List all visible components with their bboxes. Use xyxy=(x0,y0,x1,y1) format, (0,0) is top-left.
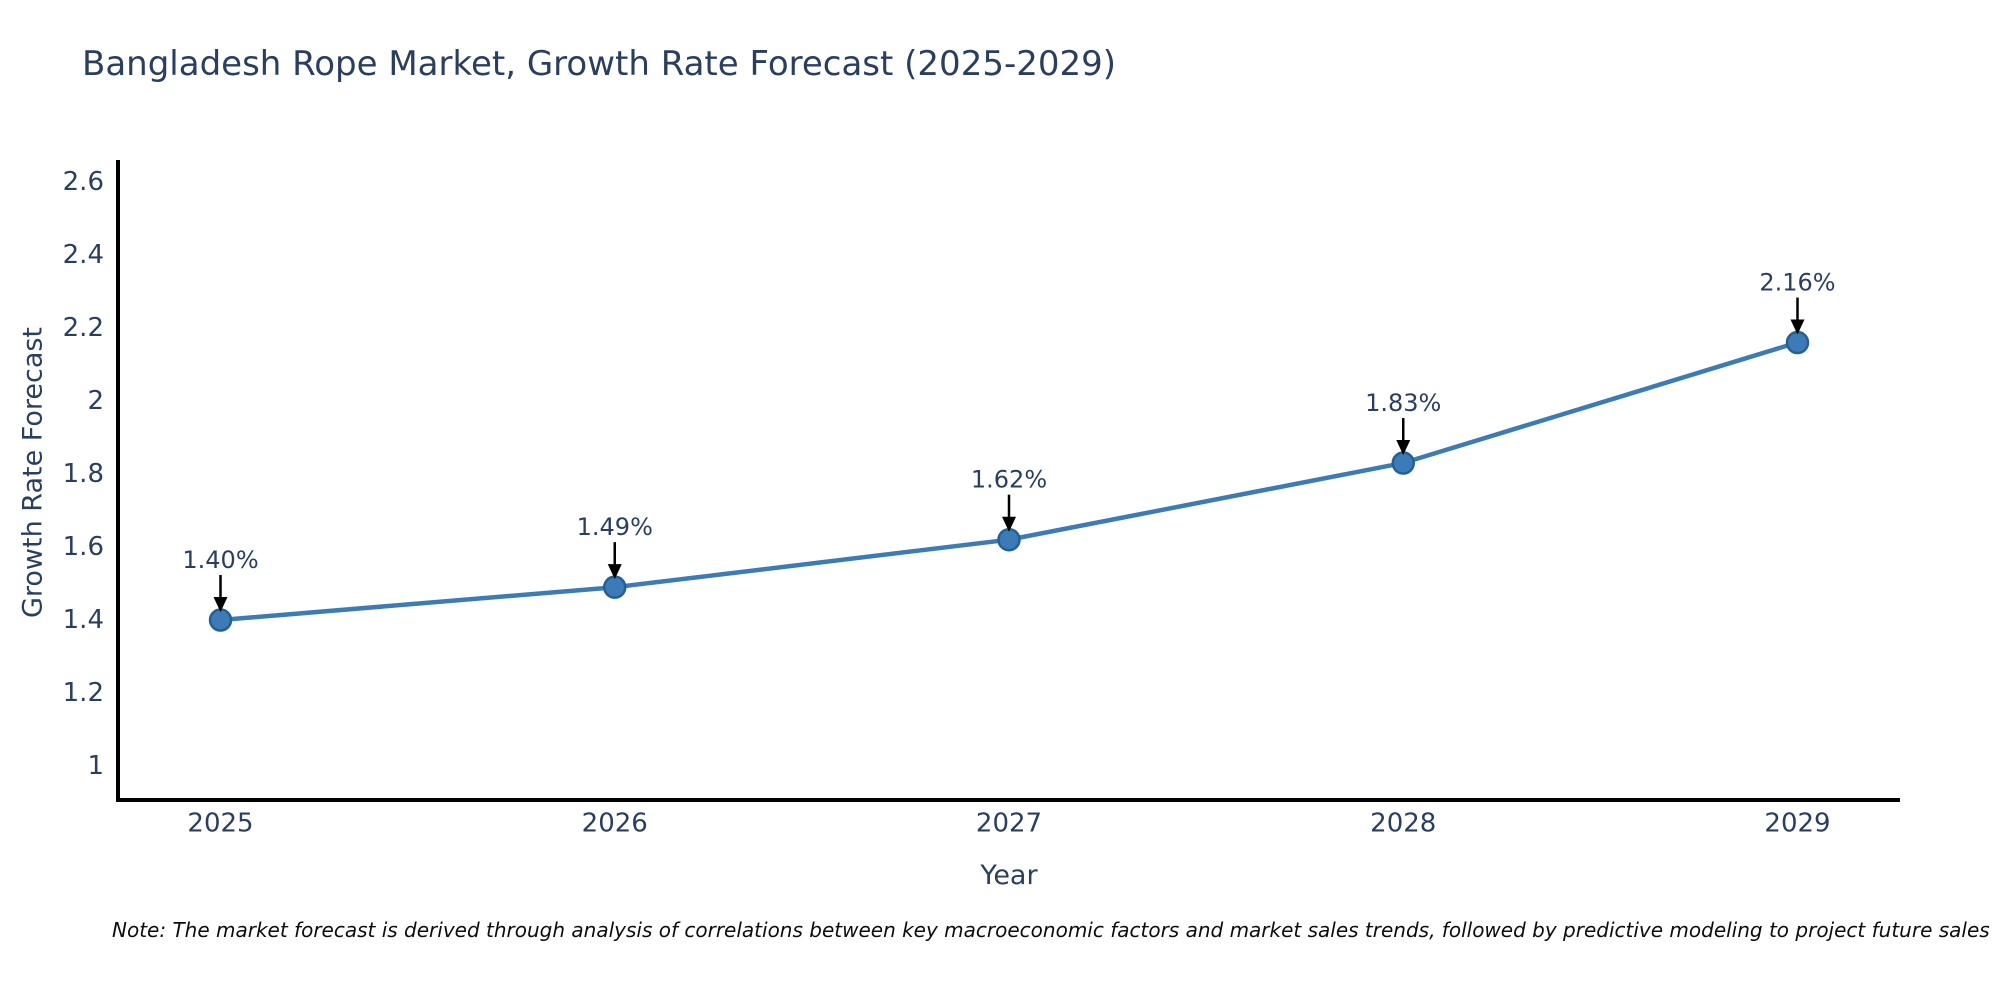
y-tick-label: 1 xyxy=(87,751,104,781)
x-tick-label: 2026 xyxy=(582,808,648,838)
data-point-marker[interactable] xyxy=(603,575,627,599)
annotation-arrow-head xyxy=(1396,440,1411,456)
x-tick-label: 2029 xyxy=(1764,808,1830,838)
y-tick-label: 1.8 xyxy=(63,459,104,489)
footnote: Note: The market forecast is derived thr… xyxy=(112,918,1990,942)
data-point-marker[interactable] xyxy=(208,608,233,632)
annotation-label: 1.83% xyxy=(1365,389,1441,417)
x-tick-label: 2025 xyxy=(187,808,253,838)
annotation-arrow-head xyxy=(607,564,622,580)
annotation-arrow-head xyxy=(213,597,228,613)
x-axis-title: Year xyxy=(980,860,1038,891)
y-tick-label: 2.4 xyxy=(63,240,104,270)
annotation-label: 1.49% xyxy=(577,513,653,541)
y-tick-label: 1.2 xyxy=(63,678,104,708)
y-tick-label: 2.6 xyxy=(63,167,104,197)
data-point-marker[interactable] xyxy=(1785,330,1810,355)
annotation-label: 1.62% xyxy=(971,466,1047,494)
chart-title: Bangladesh Rope Market, Growth Rate Fore… xyxy=(82,44,1117,84)
y-tick-label: 2 xyxy=(87,386,104,416)
y-tick-label: 1.4 xyxy=(63,605,104,635)
data-point-marker[interactable] xyxy=(997,527,1021,552)
x-tick-label: 2028 xyxy=(1370,808,1436,838)
annotation-arrow-head xyxy=(1790,319,1805,335)
annotation-arrow-head xyxy=(1002,516,1016,532)
annotation-label: 1.40% xyxy=(182,546,258,574)
annotation-label: 2.16% xyxy=(1759,269,1835,297)
y-tick-label: 1.6 xyxy=(63,532,104,562)
data-point-marker[interactable] xyxy=(1391,451,1415,475)
y-tick-label: 2.2 xyxy=(63,313,104,343)
x-tick-label: 2027 xyxy=(976,808,1042,838)
